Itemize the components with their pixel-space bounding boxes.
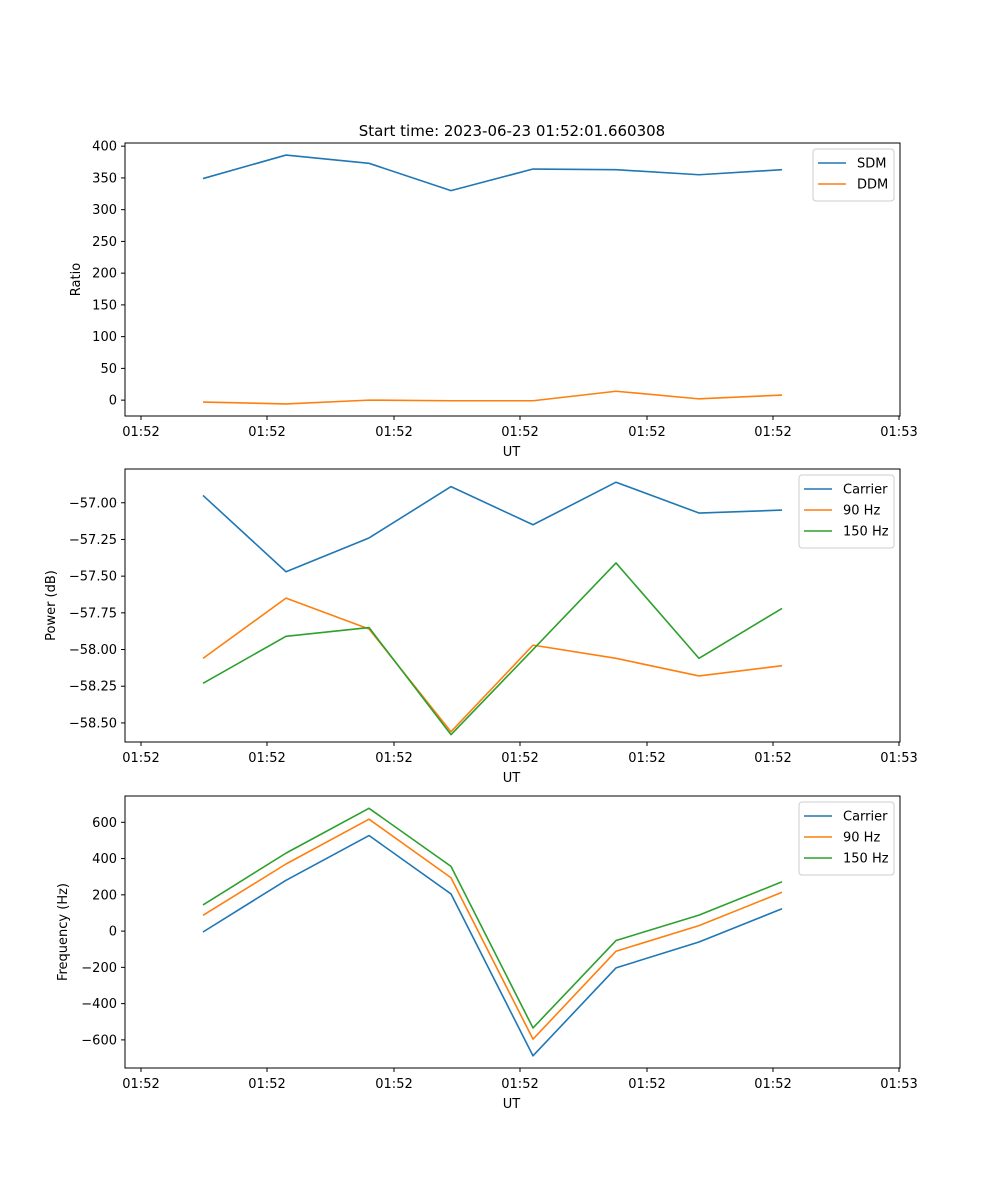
x-tick-label: 01:52 — [122, 751, 159, 766]
y-tick-label: −57.50 — [69, 570, 117, 585]
chart-1: 01:52 01:52 01:52 01:52 01:52 01:52 01:53 0 50 10… — [69, 140, 918, 460]
x-tick-label: 01:53 — [880, 751, 917, 766]
x-axis-label: UT — [503, 771, 521, 786]
legend: SDM DDM — [812, 148, 895, 202]
x-tick-label: 01:52 — [628, 425, 665, 440]
legend: Carrier 90 Hz 150 Hz — [798, 474, 895, 549]
series-line-90-hz — [202, 818, 783, 1040]
legend: Carrier 90 Hz 150 Hz — [798, 801, 895, 876]
chart-2-axes-frame — [124, 468, 901, 743]
y-tick-label: 250 — [92, 235, 117, 250]
y-tick-label: 350 — [92, 171, 117, 186]
y-tick-label: −57.00 — [69, 496, 117, 511]
y-tick-label: 0 — [109, 925, 117, 940]
x-tick-label: 01:52 — [248, 425, 285, 440]
y-tick-label: 50 — [100, 362, 117, 377]
legend-label: 90 Hz — [843, 504, 880, 519]
chart-3: 01:52 01:52 01:52 01:52 01:52 01:52 01:53 −600 −… — [56, 795, 918, 1112]
series-line-90-hz — [202, 597, 783, 733]
x-tick-label: 01:52 — [248, 1077, 285, 1092]
legend-box — [798, 474, 895, 549]
y-tick-label: −57.25 — [69, 533, 117, 548]
chart-2: 01:52 01:52 01:52 01:52 01:52 01:52 01:53 −58.5… — [44, 468, 918, 786]
legend-label: DDM — [857, 178, 888, 193]
chart-1-axes-frame — [124, 142, 901, 417]
figure-title: Start time: 2023-06-23 01:52:01.660308 — [359, 122, 665, 140]
x-tick-label: 01:52 — [375, 1077, 412, 1092]
y-tick-label: 400 — [92, 852, 117, 867]
x-tick-label: 01:52 — [375, 751, 412, 766]
x-tick-label: 01:52 — [122, 425, 159, 440]
x-tick-label: 01:52 — [375, 425, 412, 440]
x-tick-label: 01:52 — [501, 751, 538, 766]
series-line-carrier — [202, 834, 783, 1057]
y-tick-label: 600 — [92, 816, 117, 831]
legend-label: 150 Hz — [843, 525, 889, 540]
y-tick-label: 0 — [109, 394, 117, 409]
y-tick-label: −57.75 — [69, 606, 117, 621]
series-line-ddm — [202, 390, 783, 405]
legend-label: SDM — [857, 157, 886, 172]
y-tick-label: 100 — [92, 330, 117, 345]
y-axis-label: Power (dB) — [44, 570, 59, 641]
y-tick-label: 200 — [92, 267, 117, 282]
y-tick-label: 200 — [92, 888, 117, 903]
legend-label: 90 Hz — [843, 831, 880, 846]
x-axis-label: UT — [503, 445, 521, 460]
series-line-150-hz — [202, 562, 783, 736]
series-line-carrier — [202, 481, 783, 573]
y-axis-label: Ratio — [69, 263, 84, 296]
legend-label: 150 Hz — [843, 852, 889, 867]
x-tick-label: 01:52 — [122, 1077, 159, 1092]
y-axis-label: Frequency (Hz) — [56, 883, 71, 981]
y-tick-label: −400 — [81, 997, 117, 1012]
series-line-sdm — [202, 154, 783, 192]
chart-3-axes-frame — [124, 795, 901, 1069]
series-line-150-hz — [202, 807, 783, 1029]
x-tick-label: 01:52 — [501, 1077, 538, 1092]
y-tick-label: 400 — [92, 140, 117, 155]
y-tick-label: −58.25 — [69, 680, 117, 695]
x-tick-label: 01:52 — [754, 1077, 791, 1092]
x-tick-label: 01:52 — [628, 1077, 665, 1092]
y-tick-label: −600 — [81, 1033, 117, 1048]
legend-box — [812, 148, 895, 202]
legend-box — [798, 801, 895, 876]
y-tick-label: −200 — [81, 961, 117, 976]
x-axis-label: UT — [503, 1097, 521, 1112]
charts-container: 01:52 01:52 01:52 01:52 01:52 01:52 01:53 0 50 10… — [44, 140, 918, 1112]
y-tick-label: −58.50 — [69, 716, 117, 731]
x-tick-label: 01:53 — [880, 1077, 917, 1092]
y-tick-label: 150 — [92, 298, 117, 313]
x-tick-label: 01:52 — [754, 425, 791, 440]
x-tick-label: 01:52 — [754, 751, 791, 766]
x-tick-label: 01:52 — [628, 751, 665, 766]
legend-label: Carrier — [843, 483, 888, 498]
x-tick-label: 01:52 — [248, 751, 285, 766]
y-tick-label: −58.00 — [69, 643, 117, 658]
x-tick-label: 01:53 — [880, 425, 917, 440]
x-tick-label: 01:52 — [501, 425, 538, 440]
y-tick-label: 300 — [92, 203, 117, 218]
legend-label: Carrier — [843, 810, 888, 825]
